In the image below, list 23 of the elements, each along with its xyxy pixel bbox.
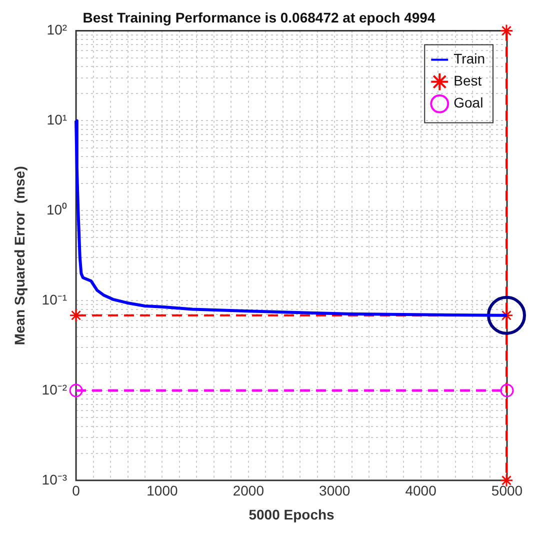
- legend-label: Train: [454, 50, 486, 67]
- y-tick-label: 10⁰: [46, 202, 68, 218]
- legend-label: Goal: [454, 94, 484, 111]
- x-axis-title: 5000 Epochs: [248, 506, 335, 522]
- x-tick-label: 1000: [146, 482, 178, 499]
- y-tick-label: 10²: [46, 22, 68, 38]
- y-tick-label: 10¹: [46, 112, 68, 128]
- x-tick-label: 4000: [405, 482, 437, 499]
- point: [486, 296, 526, 335]
- y-tick-label: 10⁻¹: [42, 291, 68, 308]
- point: [69, 308, 83, 322]
- y-tick-label: 10⁻²: [42, 381, 68, 398]
- y-axis-title: Mean Squared Error (mse): [11, 166, 28, 346]
- x-tick-label: 3000: [319, 482, 350, 499]
- point: [69, 384, 83, 398]
- x-tick-label: 2000: [232, 482, 264, 499]
- x-tick-label: 0: [72, 482, 80, 499]
- point: [500, 24, 514, 38]
- legend-label: Best: [454, 72, 482, 89]
- x-tick-label: 5000: [491, 482, 523, 499]
- chart-title: Best Training Performance is 0.068472 at epoch 4994: [82, 9, 436, 26]
- point: [500, 384, 514, 398]
- y-tick-label: 10⁻³: [42, 471, 68, 488]
